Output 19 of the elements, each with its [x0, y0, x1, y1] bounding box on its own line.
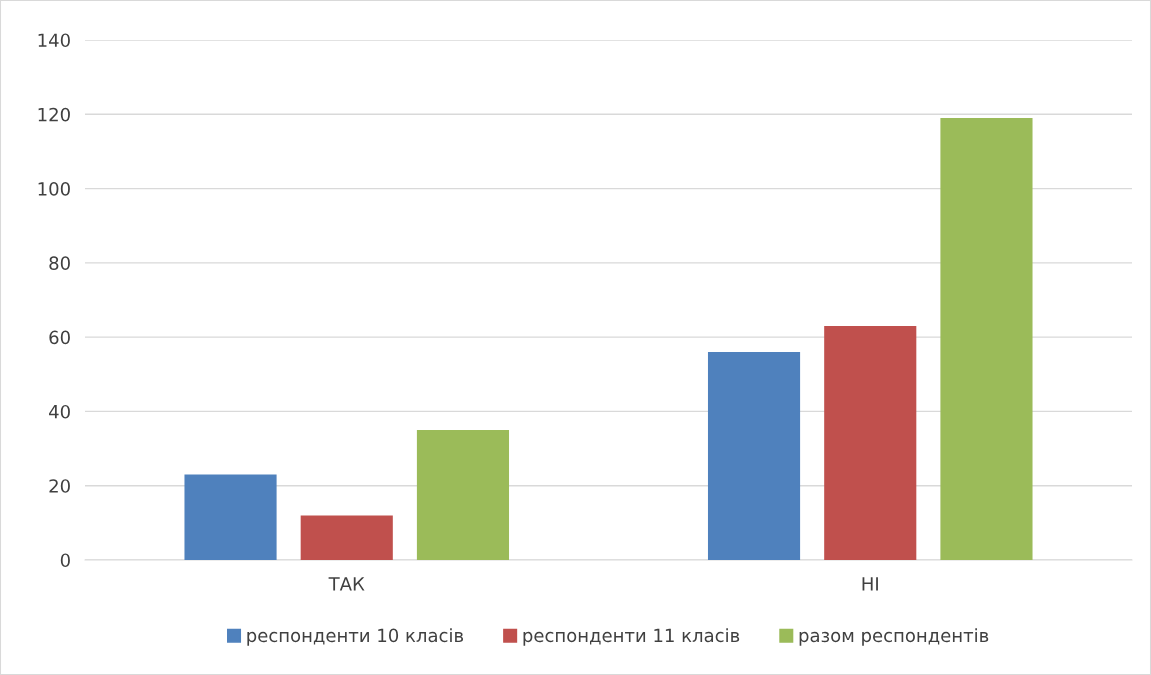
y-tick-label: 60	[49, 330, 70, 345]
legend-label: разом респондентів	[799, 628, 989, 646]
y-tick-label: 140	[38, 33, 70, 48]
y-tick-label: 100	[38, 182, 70, 196]
bar	[300, 515, 393, 560]
bar	[824, 326, 917, 560]
y-tick-label: 0	[60, 553, 70, 568]
legend-label: респонденти 11 класів	[523, 628, 740, 646]
legend-label: респонденти 10 класів	[247, 628, 464, 646]
y-tick-label: 120	[38, 107, 70, 122]
bar	[416, 430, 510, 560]
x-tick-label: ТАК	[328, 577, 365, 591]
bar	[707, 352, 801, 560]
y-tick-label: 20	[49, 479, 70, 493]
x-tick-label: НІ	[862, 577, 878, 591]
y-tick-label: 40	[49, 404, 70, 419]
bar	[184, 474, 277, 560]
y-tick-label: 80	[49, 256, 70, 270]
bar	[940, 118, 1033, 560]
